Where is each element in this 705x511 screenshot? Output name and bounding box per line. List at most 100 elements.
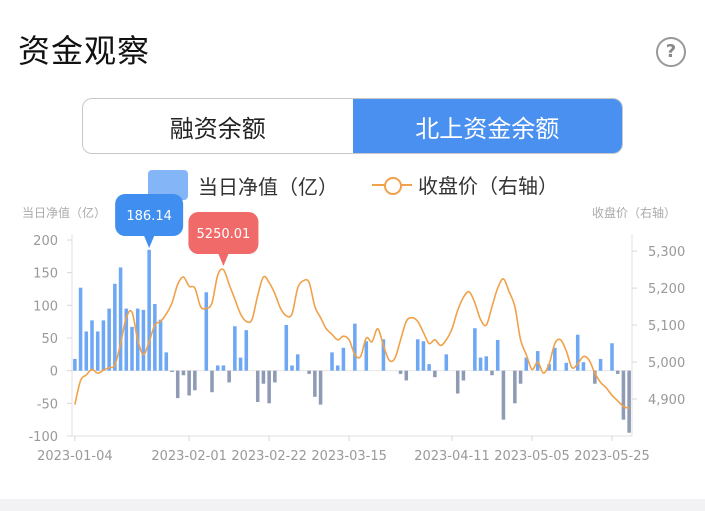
bar <box>398 370 403 374</box>
bar <box>113 283 117 371</box>
bar <box>244 330 249 371</box>
bar <box>284 324 289 371</box>
bottom-divider <box>0 499 705 511</box>
x-tick-label: 2023-05-25 <box>574 449 650 464</box>
bar <box>267 370 271 404</box>
bar <box>73 358 77 371</box>
page-title: 资金观察 <box>18 32 151 70</box>
bar <box>107 308 111 371</box>
bar <box>170 370 174 372</box>
bar <box>221 365 226 371</box>
tab-margin-balance[interactable]: 融资余额 <box>169 114 266 143</box>
bar <box>233 326 237 371</box>
left-tick-label: 100 <box>33 299 58 314</box>
chart-canvas: 当日净值（亿） 收盘价（右轴） 200 150 100 50 0 -50 -100 5,300 5,… <box>22 194 685 464</box>
bar <box>415 339 420 371</box>
left-tick-label: 150 <box>33 267 58 282</box>
left-tick-label: -100 <box>28 430 58 445</box>
bar <box>353 323 357 371</box>
legend-bar-item[interactable]: 当日净值（亿） <box>148 170 338 200</box>
bar <box>227 370 231 383</box>
bar <box>535 351 540 371</box>
chart-legend: 当日净值（亿） 收盘价（右轴） <box>0 170 705 204</box>
right-tick-label: 5,000 <box>648 356 685 371</box>
bar <box>433 370 437 378</box>
legend-line-label: 收盘价（右轴） <box>418 174 558 198</box>
bar <box>501 370 506 420</box>
bar-tooltip-value: 186.14 <box>126 209 172 224</box>
bar <box>518 370 523 384</box>
bar-tooltip-pointer <box>144 236 155 248</box>
bar <box>381 339 386 371</box>
bar <box>444 354 449 371</box>
bar <box>341 347 346 371</box>
left-axis-title: 当日净值（亿） <box>22 205 106 220</box>
bar <box>461 370 466 381</box>
bar <box>261 370 266 384</box>
legend-bar-label: 当日净值（亿） <box>198 174 338 199</box>
bar <box>130 326 134 371</box>
bar <box>478 357 483 371</box>
bar <box>484 356 489 371</box>
bar <box>238 357 243 371</box>
balance-tabs: 融资余额 北上资金余额 <box>82 98 623 154</box>
x-tick-label: 2023-01-04 <box>37 449 113 464</box>
bar-tooltip-box <box>115 194 184 236</box>
tab-northbound-balance[interactable]: 北上资金余额 <box>352 99 622 153</box>
bar <box>273 370 277 383</box>
bar <box>627 370 631 433</box>
bar <box>553 347 557 371</box>
bar <box>404 370 409 381</box>
bar <box>101 320 106 371</box>
bar <box>490 370 494 376</box>
bar <box>564 362 569 371</box>
bar <box>330 352 334 371</box>
bar <box>421 341 426 371</box>
bar <box>118 267 123 371</box>
bar <box>204 292 209 371</box>
bar <box>84 331 89 371</box>
bar <box>335 365 340 371</box>
right-axis-title: 收盘价（右轴） <box>592 205 676 220</box>
left-tick-label: 50 <box>41 332 58 347</box>
bar <box>210 370 214 393</box>
bar <box>187 370 191 396</box>
bar <box>255 370 260 403</box>
right-tick-label: 5,200 <box>648 282 685 297</box>
bar <box>593 370 597 384</box>
bar <box>318 370 323 405</box>
help-icon[interactable]: ? <box>656 37 686 67</box>
bar <box>513 370 517 404</box>
bar <box>78 287 83 371</box>
bar <box>364 341 369 371</box>
bar <box>141 309 146 371</box>
bar <box>598 358 603 371</box>
bar <box>313 370 317 397</box>
bar <box>455 370 460 394</box>
bar <box>95 331 100 371</box>
bar <box>307 370 311 374</box>
bar <box>610 343 614 371</box>
right-tick-label: 5,300 <box>648 245 685 260</box>
bar <box>547 364 551 371</box>
price-tooltip-value: 5250.01 <box>197 227 251 242</box>
bar <box>495 339 500 371</box>
legend-line-item[interactable]: 收盘价（右轴） <box>372 170 558 199</box>
bar <box>147 249 151 371</box>
bar <box>181 370 186 376</box>
x-tick-label: 2023-03-15 <box>311 449 387 464</box>
bar <box>124 308 129 371</box>
bar <box>175 370 180 399</box>
bar <box>427 364 431 371</box>
bar <box>581 362 586 371</box>
price-line <box>74 268 630 410</box>
legend-line-swatch <box>372 173 412 197</box>
bar <box>295 354 300 371</box>
bar <box>158 319 163 371</box>
x-tick-label: 2023-05-05 <box>494 449 570 464</box>
price-tooltip-pointer <box>218 254 229 266</box>
bar <box>621 370 626 420</box>
bar <box>615 370 620 374</box>
left-tick-label: -50 <box>37 397 58 412</box>
right-tick-label: 5,100 <box>648 319 685 334</box>
